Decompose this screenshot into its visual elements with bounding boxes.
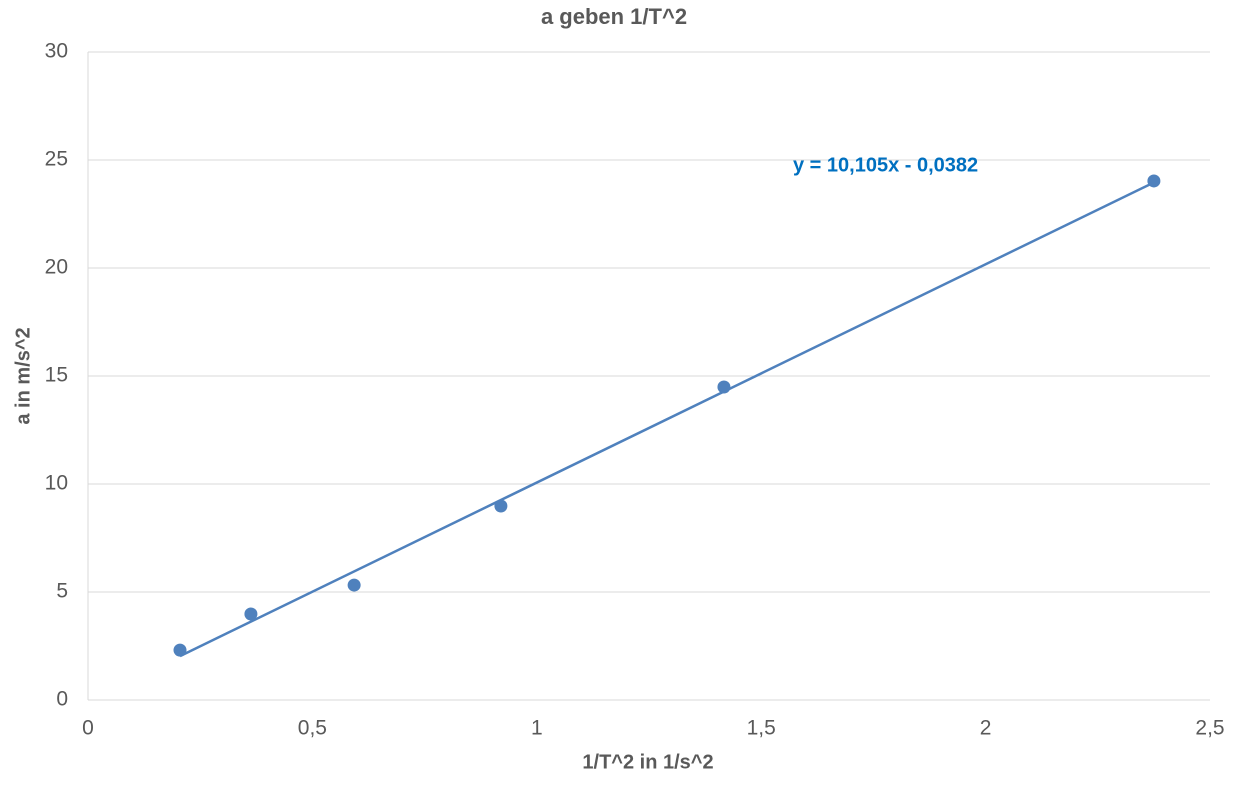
y-axis-title: a in m/s^2 — [12, 327, 34, 424]
data-point — [1147, 174, 1161, 188]
data-point — [494, 499, 508, 513]
x-tick-label: 0,5 — [298, 717, 327, 740]
x-tick-label: 1 — [531, 717, 543, 740]
data-point — [347, 578, 361, 592]
y-tick-label: 10 — [45, 472, 68, 495]
y-tick-label: 0 — [56, 688, 68, 711]
y-tick-label: 15 — [45, 364, 68, 387]
data-point — [244, 607, 258, 621]
x-tick-label: 1,5 — [747, 717, 776, 740]
y-tick-label: 5 — [56, 580, 68, 603]
data-point — [173, 643, 187, 657]
x-axis-title: 1/T^2 in 1/s^2 — [582, 751, 713, 773]
y-tick-label: 25 — [45, 148, 68, 171]
data-point — [717, 380, 731, 394]
y-tick-label: 30 — [45, 40, 68, 63]
x-tick-label: 2,5 — [1195, 717, 1224, 740]
trendline — [179, 181, 1155, 658]
x-tick-label: 2 — [980, 717, 992, 740]
trendline-equation: y = 10,105x - 0,0382 — [793, 154, 978, 176]
chart-title: a geben 1/T^2 — [541, 4, 687, 29]
x-tick-label: 0 — [82, 717, 94, 740]
y-tick-label: 20 — [45, 256, 68, 279]
